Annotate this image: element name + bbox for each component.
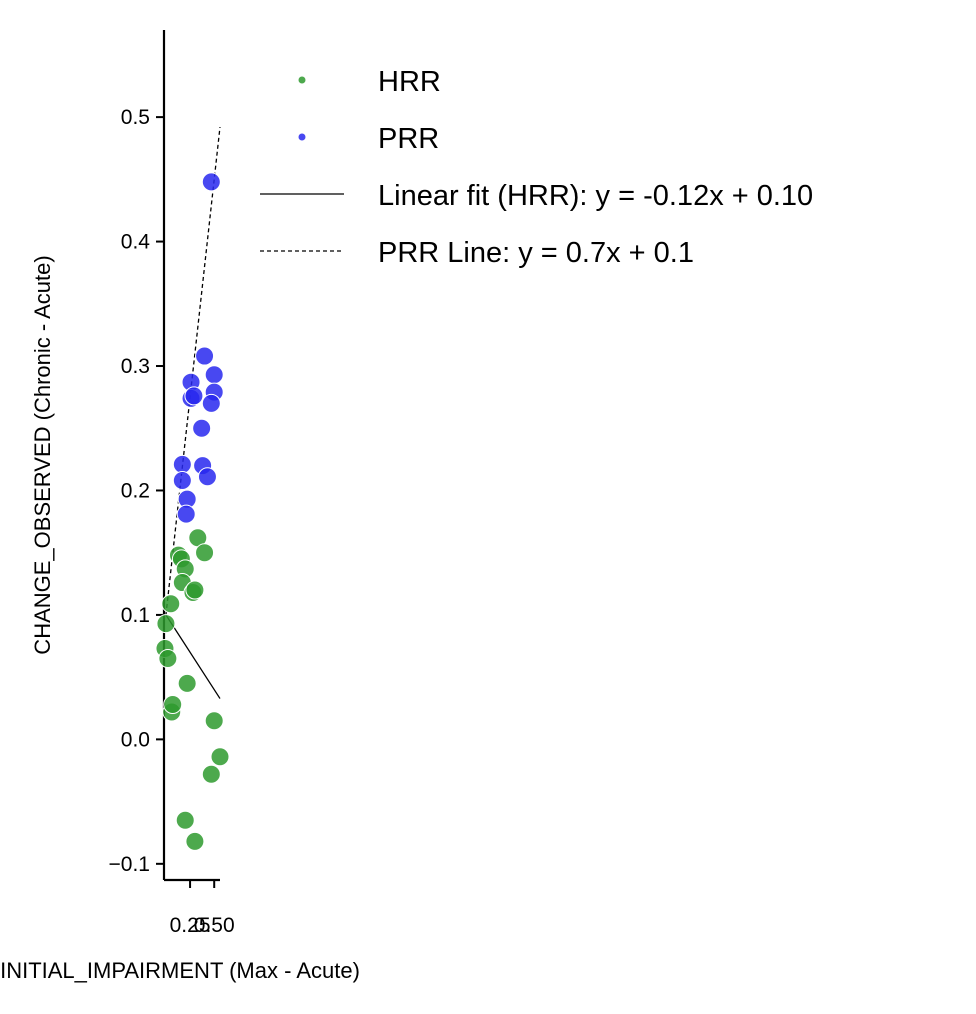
prr-point	[201, 172, 221, 192]
legend-label: PRR	[378, 123, 439, 155]
y-axis-ticks: −0.1 0.0 0.1 0.2 0.3 0.4 0.5	[109, 106, 164, 876]
legend-label: HRR	[378, 66, 441, 98]
y-tick-label: 0.3	[121, 355, 150, 378]
prr-point	[195, 346, 215, 366]
prr-point	[192, 418, 212, 438]
legend: HRR PRR Linear fit (HRR): y = -0.12x + 0.1…	[260, 66, 813, 269]
y-tick-label: −0.1	[109, 853, 150, 876]
data-points	[155, 172, 230, 851]
y-tick-label: 0.2	[121, 479, 150, 502]
y-axis-label: CHANGE_OBSERVED (Chronic - Acute)	[30, 255, 55, 654]
prr-point	[201, 393, 221, 413]
hrr-point	[204, 711, 224, 731]
fit-lines	[165, 127, 221, 699]
prr-point	[197, 467, 217, 487]
x-axis-ticks: 0.250.50	[170, 880, 235, 937]
x-tick-label: 0.50	[194, 914, 235, 937]
prr-point	[176, 504, 196, 524]
y-tick-label: 0.1	[121, 604, 150, 627]
y-tick-label: 0.0	[121, 728, 150, 751]
prr-point	[184, 386, 204, 406]
hrr-point	[158, 648, 178, 668]
prr-point	[204, 365, 224, 385]
x-tick-label: 0.25	[170, 914, 211, 937]
hrr-point	[201, 764, 221, 784]
x-axis-label: INITIAL_IMPAIRMENT (Max - Acute)	[0, 958, 360, 983]
hrr-point	[163, 695, 183, 715]
prr-point	[172, 471, 192, 491]
hrr-point	[161, 594, 181, 614]
legend-marker-prr	[298, 133, 306, 141]
prr-line	[165, 127, 221, 615]
hrr-point	[195, 543, 215, 563]
hrr-point	[210, 747, 230, 767]
legend-label: Linear fit (HRR): y = -0.12x + 0.10	[378, 180, 813, 212]
legend-label: PRR Line: y = 0.7x + 0.1	[378, 237, 694, 269]
hrr-point	[185, 831, 205, 851]
plot-area: −0.1 0.0 0.1 0.2 0.3 0.4 0.5 0.250.50	[109, 30, 235, 937]
y-tick-label: 0.5	[121, 106, 150, 129]
hrr-point	[156, 614, 176, 634]
hrr-point	[185, 580, 205, 600]
hrr-point	[177, 673, 197, 693]
hrr-fit-line	[165, 614, 221, 699]
legend-marker-hrr	[298, 76, 306, 84]
y-tick-label: 0.4	[121, 231, 151, 254]
hrr-point	[175, 810, 195, 830]
prr-point	[172, 454, 192, 474]
